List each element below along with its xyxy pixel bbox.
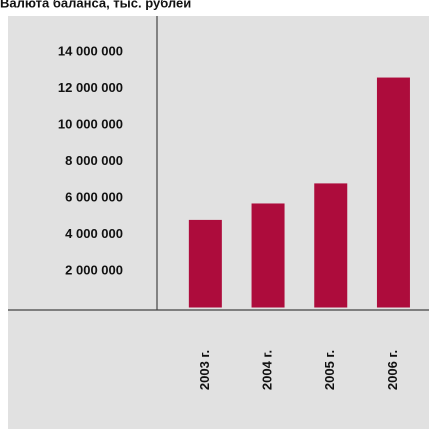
- y-tick-label: 6 000 000: [65, 189, 123, 204]
- x-tick-label: 2005 г.: [322, 350, 337, 390]
- y-tick-label: 8 000 000: [65, 153, 123, 168]
- x-tick-label: 2003 г.: [197, 350, 212, 390]
- bar: [376, 77, 410, 308]
- y-tick-label: 4 000 000: [65, 226, 123, 241]
- y-tick-label: 14 000 000: [58, 43, 123, 58]
- y-tick-label: 12 000 000: [58, 80, 123, 95]
- x-tick-label: 2004 г.: [259, 350, 274, 390]
- y-tick-label: 2 000 000: [65, 262, 123, 277]
- bar: [314, 183, 348, 308]
- bar: [188, 219, 222, 308]
- chart-title: Валюта баланса, тыс. рублей: [0, 0, 191, 10]
- bar: [251, 203, 285, 308]
- y-tick-label: 10 000 000: [58, 116, 123, 131]
- x-tick-label: 2006 г.: [385, 350, 400, 390]
